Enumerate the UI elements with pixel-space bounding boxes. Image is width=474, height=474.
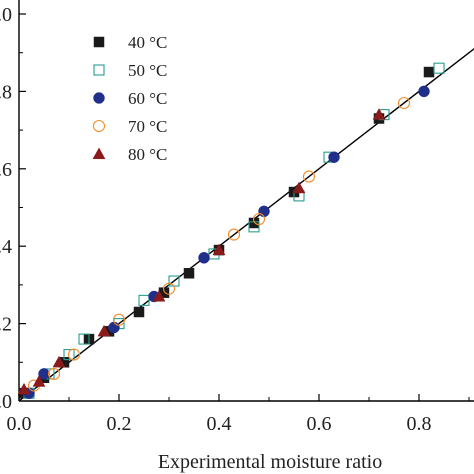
legend-label: 50 °C [128, 61, 167, 80]
data-point [17, 382, 31, 395]
data-point [38, 368, 50, 380]
x-axis-title: Experimental moisture ratio [158, 451, 382, 473]
plot-area [18, 0, 474, 402]
y-tick-labels: .0 .2 .4 .6 .8 .0 [0, 4, 12, 413]
data-point [162, 282, 176, 295]
legend-marker [93, 64, 105, 76]
data-point [67, 348, 81, 361]
data-point [78, 333, 90, 345]
y-tick-label: .6 [0, 159, 12, 181]
legend-item: 80 °C [92, 145, 167, 164]
legend-item: 50 °C [93, 61, 167, 80]
x-tick-label: 0.0 [7, 413, 32, 435]
legend: 40 °C 50 °C 60 °C 70 °C 80 °C [92, 33, 167, 164]
legend-marker [92, 147, 106, 160]
y-tick-label: .0 [0, 391, 12, 413]
data-point [138, 294, 150, 306]
legend-marker [93, 92, 105, 104]
data-point [32, 375, 46, 387]
data-point [112, 313, 126, 326]
x-tick-label: 0.8 [407, 413, 432, 435]
data-point [292, 181, 306, 194]
data-point [227, 228, 241, 241]
data-points [17, 62, 445, 400]
y-tick-label: .8 [0, 81, 12, 103]
data-point [108, 321, 120, 334]
legend-label: 40 °C [128, 33, 167, 52]
data-point [183, 268, 195, 279]
data-point [97, 324, 111, 337]
legend-item: 40 °C [93, 33, 167, 52]
data-point [47, 367, 61, 380]
y-tick-label: .0 [0, 4, 12, 26]
data-point [302, 170, 316, 183]
x-tick-label: 0.6 [307, 413, 332, 435]
data-point [258, 205, 270, 218]
data-point [198, 252, 210, 264]
x-tick-labels: 0.0 0.2 0.4 0.6 0.8 [7, 413, 432, 435]
legend-label: 60 °C [128, 89, 167, 108]
legend-item: 60 °C [93, 89, 167, 108]
data-point [63, 349, 75, 361]
series-3 [23, 85, 430, 400]
series-5 [17, 108, 386, 395]
legend-marker [92, 119, 106, 133]
axis-ticks [18, 13, 470, 401]
data-point [152, 289, 166, 302]
legend-label: 70 °C [128, 117, 167, 136]
series-4 [27, 96, 411, 392]
legend-item: 70 °C [92, 117, 167, 136]
y-tick-label: .2 [0, 314, 12, 336]
legend-label: 80 °C [128, 145, 167, 164]
y-tick-label: .4 [0, 236, 12, 258]
series-1 [18, 66, 435, 399]
data-point [372, 108, 386, 120]
data-point [133, 306, 145, 318]
data-point [418, 85, 430, 98]
data-point [423, 66, 435, 78]
data-point [433, 62, 445, 74]
data-point [328, 151, 340, 163]
data-point [252, 213, 266, 226]
x-tick-label: 0.4 [207, 413, 232, 435]
legend-marker [93, 36, 105, 48]
x-tick-label: 0.2 [107, 413, 132, 435]
data-point [397, 96, 411, 110]
data-point [52, 355, 66, 368]
data-point [212, 243, 226, 256]
